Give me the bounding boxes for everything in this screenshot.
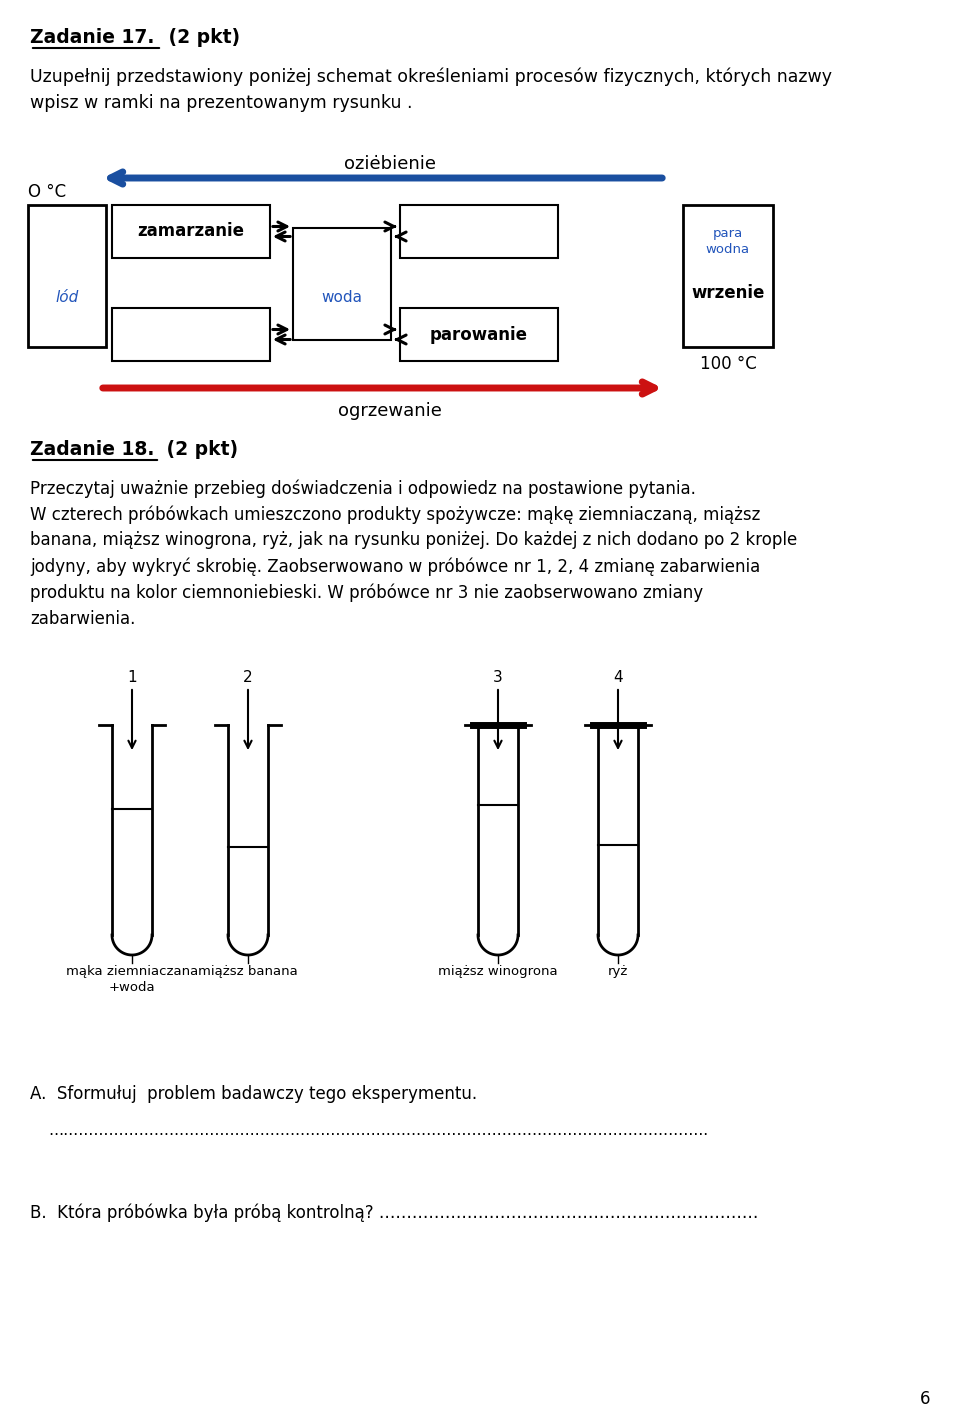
Text: 100 °C: 100 °C bbox=[700, 355, 756, 373]
Text: ogrzewanie: ogrzewanie bbox=[338, 402, 442, 420]
Text: Zadanie 17.: Zadanie 17. bbox=[30, 28, 155, 47]
Text: A.  Sformułuj  problem badawczy tego eksperymentu.: A. Sformułuj problem badawczy tego ekspe… bbox=[30, 1085, 477, 1104]
Text: 1: 1 bbox=[127, 671, 137, 685]
Text: …………………………………………………………………………………………………………………..: …………………………………………………………………………………………………………… bbox=[48, 1124, 708, 1138]
Text: zamarzanie: zamarzanie bbox=[137, 222, 245, 241]
Bar bbox=[400, 205, 558, 258]
Bar bbox=[112, 205, 270, 258]
Text: mąka ziemniaczana
+woda: mąka ziemniaczana +woda bbox=[66, 965, 198, 994]
Text: ryż: ryż bbox=[608, 965, 628, 978]
Text: 4: 4 bbox=[613, 671, 623, 685]
Text: miąższ banana: miąższ banana bbox=[198, 965, 298, 978]
Text: 3: 3 bbox=[493, 671, 503, 685]
Bar bbox=[28, 205, 106, 347]
Text: wrzenie: wrzenie bbox=[691, 283, 765, 302]
Text: parowanie: parowanie bbox=[430, 326, 528, 343]
Text: W czterech próbówkach umieszczono produkty spożywcze: mąkę ziemniaczaną, miąższ
: W czterech próbówkach umieszczono produk… bbox=[30, 506, 797, 628]
Text: Przeczytaj uważnie przebieg doświadczenia i odpowiedz na postawione pytania.: Przeczytaj uważnie przebieg doświadczeni… bbox=[30, 480, 696, 498]
Text: lód: lód bbox=[56, 290, 79, 305]
Bar bbox=[293, 228, 391, 340]
Bar bbox=[400, 308, 558, 362]
Text: miąższ winogrona: miąższ winogrona bbox=[438, 965, 558, 978]
Text: (2 pkt): (2 pkt) bbox=[160, 440, 238, 459]
Text: Zadanie 18.: Zadanie 18. bbox=[30, 440, 155, 459]
Text: oziėbienie: oziėbienie bbox=[344, 155, 436, 172]
Text: 2: 2 bbox=[243, 671, 252, 685]
Text: (2 pkt): (2 pkt) bbox=[162, 28, 240, 47]
Text: Uzupełnij przedstawiony poniżej schemat określeniami procesów fizycznych, któryc: Uzupełnij przedstawiony poniżej schemat … bbox=[30, 68, 832, 111]
Text: B.  Która próbówka była próbą kontrolną? ……………………………………………………………: B. Która próbówka była próbą kontrolną? … bbox=[30, 1203, 758, 1222]
Text: O °C: O °C bbox=[28, 184, 66, 201]
Bar bbox=[112, 308, 270, 362]
Text: woda: woda bbox=[322, 290, 363, 305]
Bar bbox=[683, 205, 773, 347]
Text: para
wodna: para wodna bbox=[706, 226, 750, 256]
Text: 6: 6 bbox=[920, 1390, 930, 1408]
